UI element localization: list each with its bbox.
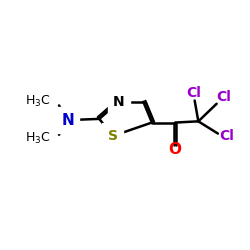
Text: Cl: Cl — [219, 129, 234, 143]
Text: $\mathsf{H_3C}$: $\mathsf{H_3C}$ — [25, 94, 50, 109]
Text: $\mathsf{H_3C}$: $\mathsf{H_3C}$ — [25, 131, 50, 146]
Text: Cl: Cl — [186, 86, 201, 100]
Text: O: O — [168, 142, 181, 158]
Text: Cl: Cl — [216, 90, 232, 104]
Text: N: N — [61, 112, 74, 128]
Text: N: N — [113, 95, 125, 109]
Text: S: S — [108, 129, 118, 143]
